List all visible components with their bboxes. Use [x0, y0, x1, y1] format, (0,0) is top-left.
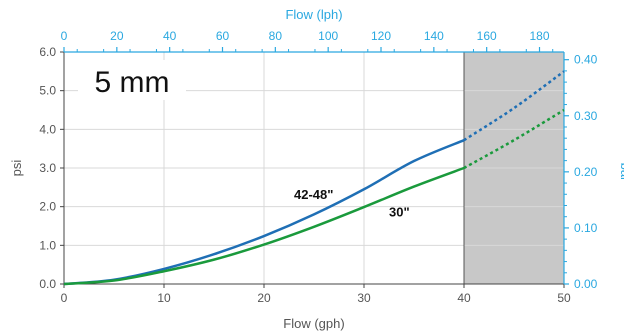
y-tick-label: 6.0 [39, 45, 56, 59]
title-box [78, 60, 186, 100]
x2-tick-label: 100 [318, 29, 338, 43]
x2-tick-label: 40 [163, 29, 177, 43]
x2-tick-label: 180 [529, 29, 549, 43]
y-tick-label: 4.0 [39, 122, 56, 136]
series-line-1 [63, 166, 465, 286]
series-label-1: 30" [389, 204, 410, 219]
chart-title: 5 mm [95, 66, 170, 99]
x-axis-title: Flow (gph) [283, 316, 344, 331]
x-tick-label: 40 [457, 291, 471, 305]
series-extrapolation-1 [463, 108, 565, 170]
y2-tick-label: 0.20 [574, 165, 598, 179]
x2-tick-label: 120 [371, 29, 391, 43]
y-tick-label: 2.0 [39, 200, 56, 214]
y-axis-title: psi [9, 160, 24, 177]
y2-tick-label: 0.30 [574, 109, 598, 123]
x2-tick-label: 160 [477, 29, 497, 43]
x-tick-label: 10 [157, 291, 171, 305]
x-tick-label: 20 [257, 291, 271, 305]
x2-tick-label: 140 [424, 29, 444, 43]
y-tick-label: 0.0 [39, 277, 56, 291]
y-tick-label: 1.0 [39, 238, 56, 252]
series-extrapolation-0 [463, 70, 565, 142]
x-tick-label: 50 [557, 291, 571, 305]
x-tick-label: 30 [357, 291, 371, 305]
y2-tick-label: 0.10 [574, 221, 598, 235]
x2-tick-label: 80 [269, 29, 283, 43]
series-label-0: 42-48" [294, 187, 333, 202]
y-tick-label: 5.0 [39, 84, 56, 98]
x-tick-label: 0 [61, 291, 68, 305]
y2-tick-label: 0.00 [574, 277, 598, 291]
y-tick-label: 3.0 [39, 161, 56, 175]
x2-tick-label: 60 [216, 29, 230, 43]
x2-tick-label: 20 [110, 29, 124, 43]
y2-axis-title: bar [618, 163, 624, 182]
x2-tick-label: 0 [61, 29, 68, 43]
y2-tick-label: 0.40 [574, 53, 598, 67]
x2-axis-title: Flow (lph) [285, 7, 342, 22]
